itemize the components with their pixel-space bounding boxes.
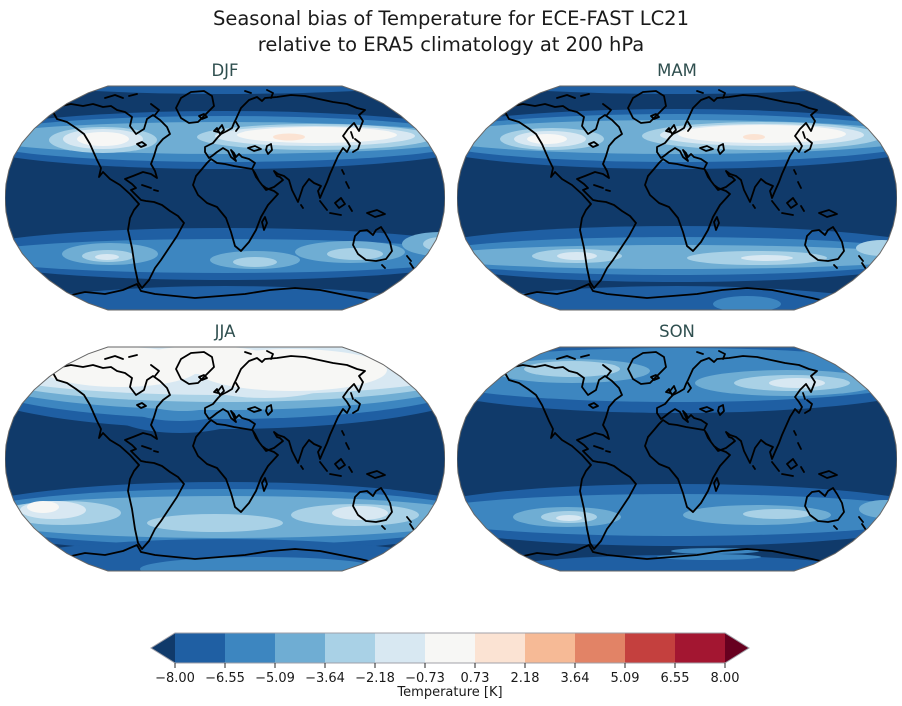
panel-mam: MAM xyxy=(457,59,897,312)
map-jja xyxy=(5,346,445,572)
panel-djf: DJF xyxy=(5,59,445,312)
colorbar-tick-label: 3.64 xyxy=(561,671,590,686)
colorbar-under-triangle xyxy=(151,632,175,663)
colorbar-segment xyxy=(425,632,475,663)
map-son xyxy=(457,346,897,572)
colorbar-segment xyxy=(375,632,425,663)
panel-title-jja: JJA xyxy=(214,321,236,341)
maps-row-top: DJF xyxy=(0,59,902,312)
colorbar-segment xyxy=(525,632,575,663)
colorbar-tick-label: −5.09 xyxy=(255,671,295,686)
colorbar-tick-label: −2.18 xyxy=(355,671,395,686)
figure-title-line2: relative to ERA5 climatology at 200 hPa xyxy=(257,33,645,57)
panel-jja: JJA xyxy=(5,312,445,573)
colorbar-over-triangle xyxy=(725,632,749,663)
colorbar-tick-label: 5.09 xyxy=(611,671,640,686)
colorbar-tick-label: 2.18 xyxy=(511,671,540,686)
maps-row-bottom: JJA xyxy=(0,312,902,573)
panel-title-mam: MAM xyxy=(657,60,697,80)
colorbar: −8.00 −6.55 −5.09 −3.64 −2.18 −0.73 0.73… xyxy=(150,632,750,700)
panel-title-djf: DJF xyxy=(211,60,239,80)
colorbar-segment xyxy=(675,632,725,663)
map-mam xyxy=(457,85,897,311)
colorbar-segment xyxy=(175,632,225,663)
colorbar-tick-label: −3.64 xyxy=(305,671,345,686)
colorbar-axis-label: Temperature [K] xyxy=(396,685,502,699)
colorbar-tick-label: 8.00 xyxy=(711,671,740,686)
colorbar-ticks xyxy=(174,662,726,668)
colorbar-tick-label: −6.55 xyxy=(205,671,245,686)
colorbar-segment xyxy=(475,632,525,663)
colorbar-segment xyxy=(625,632,675,663)
colorbar-segment xyxy=(275,632,325,663)
panel-son: SON xyxy=(457,312,897,573)
colorbar-segment xyxy=(575,632,625,663)
colorbar-segment xyxy=(325,632,375,663)
figure-title: Seasonal bias of Temperature for ECE-FAS… xyxy=(0,0,902,59)
panel-title-son: SON xyxy=(659,321,695,341)
colorbar-tick-label: 0.73 xyxy=(461,671,490,686)
figure-title-line1: Seasonal bias of Temperature for ECE-FAS… xyxy=(212,7,689,30)
colorbar-tick-label: −8.00 xyxy=(155,671,195,686)
colorbar-tick-label: −0.73 xyxy=(405,671,445,686)
map-djf xyxy=(5,85,445,311)
colorbar-container: −8.00 −6.55 −5.09 −3.64 −2.18 −0.73 0.73… xyxy=(0,627,902,703)
colorbar-segment xyxy=(225,632,275,663)
colorbar-tick-label: 6.55 xyxy=(661,671,690,686)
